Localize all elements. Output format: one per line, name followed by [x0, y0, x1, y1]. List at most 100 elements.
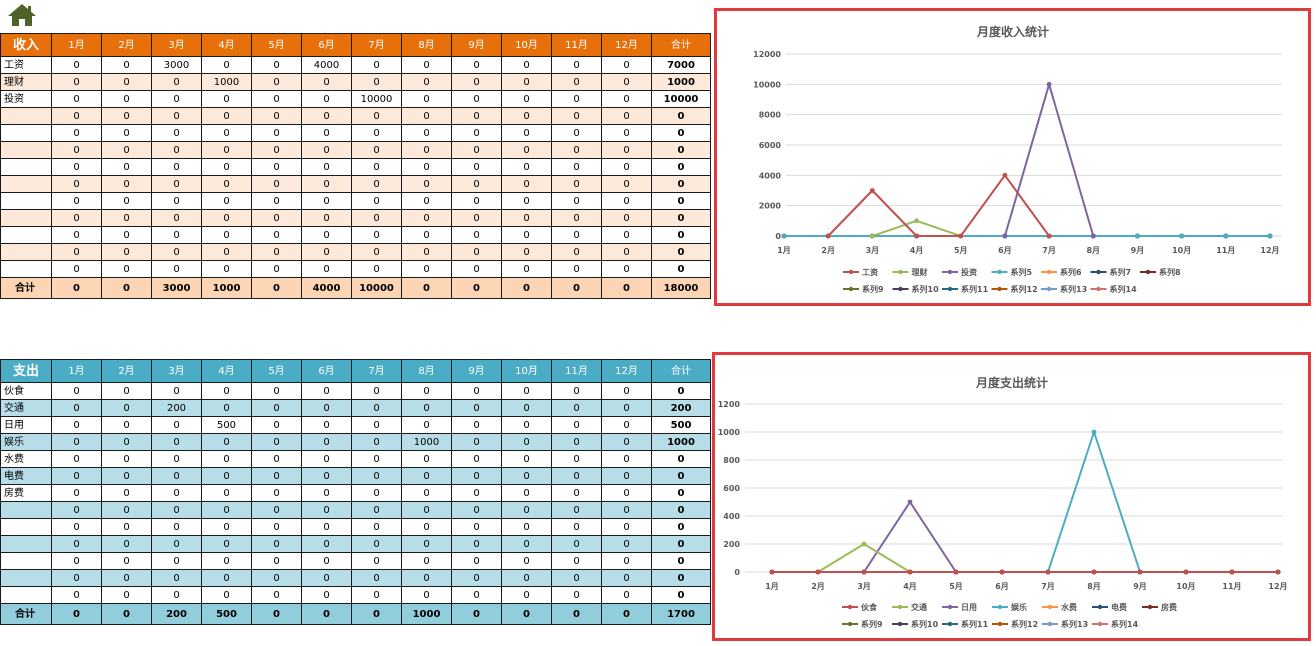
- value-cell[interactable]: 0: [551, 501, 602, 519]
- value-cell[interactable]: 0: [101, 192, 152, 210]
- legend-item[interactable]: 系列13: [1041, 284, 1087, 294]
- data-point[interactable]: [1091, 569, 1097, 575]
- row-label-cell[interactable]: 娱乐: [0, 433, 52, 451]
- value-cell[interactable]: 0: [101, 416, 152, 434]
- value-cell[interactable]: 0: [401, 552, 452, 570]
- row-label-cell[interactable]: [0, 569, 52, 587]
- value-cell[interactable]: 0: [501, 158, 552, 176]
- row-label-cell[interactable]: [0, 124, 52, 142]
- value-cell[interactable]: 0: [51, 569, 102, 587]
- series-line-工资[interactable]: [827, 174, 1050, 237]
- value-cell[interactable]: 0: [301, 107, 352, 125]
- value-cell[interactable]: 0: [401, 484, 452, 502]
- value-cell[interactable]: 0: [451, 158, 502, 176]
- data-point[interactable]: [1046, 81, 1052, 87]
- value-cell[interactable]: 0: [451, 399, 502, 417]
- grand-total-cell[interactable]: 1700: [651, 603, 711, 625]
- value-cell[interactable]: 0: [101, 467, 152, 485]
- value-cell[interactable]: 0: [201, 433, 252, 451]
- value-cell[interactable]: 0: [551, 192, 602, 210]
- value-cell[interactable]: 0: [451, 501, 502, 519]
- row-label-cell[interactable]: [0, 209, 52, 227]
- value-cell[interactable]: 0: [451, 243, 502, 261]
- row-label-cell[interactable]: [0, 552, 52, 570]
- value-cell[interactable]: 0: [151, 416, 202, 434]
- data-point[interactable]: [869, 188, 875, 193]
- value-cell[interactable]: 0: [601, 569, 652, 587]
- sum-value-cell[interactable]: 0: [551, 277, 602, 299]
- value-cell[interactable]: 0: [151, 450, 202, 468]
- value-cell[interactable]: 0: [51, 552, 102, 570]
- value-cell[interactable]: 0: [101, 382, 152, 400]
- legend-item[interactable]: 系列11: [942, 284, 989, 294]
- data-point[interactable]: [1135, 233, 1140, 239]
- value-cell[interactable]: 0: [601, 586, 652, 604]
- value-cell[interactable]: 0: [401, 586, 452, 604]
- value-cell[interactable]: 0: [201, 535, 252, 553]
- row-label-cell[interactable]: 电费: [0, 467, 52, 485]
- value-cell[interactable]: 0: [301, 433, 352, 451]
- row-label-cell[interactable]: [0, 260, 52, 278]
- value-cell[interactable]: 0: [351, 535, 402, 553]
- value-cell[interactable]: 0: [51, 124, 102, 142]
- value-cell[interactable]: 0: [601, 433, 652, 451]
- value-cell[interactable]: 0: [401, 518, 452, 536]
- value-cell[interactable]: 1000: [201, 73, 252, 91]
- value-cell[interactable]: 0: [351, 73, 402, 91]
- value-cell[interactable]: 0: [51, 158, 102, 176]
- value-cell[interactable]: 0: [551, 399, 602, 417]
- data-point[interactable]: [815, 569, 821, 575]
- value-cell[interactable]: 0: [501, 467, 552, 485]
- value-cell[interactable]: 0: [251, 192, 302, 210]
- value-cell[interactable]: 0: [551, 73, 602, 91]
- value-cell[interactable]: 0: [51, 209, 102, 227]
- row-label-cell[interactable]: [0, 175, 52, 193]
- row-label-cell[interactable]: [0, 141, 52, 159]
- value-cell[interactable]: 0: [451, 175, 502, 193]
- value-cell[interactable]: 0: [401, 569, 452, 587]
- sum-value-cell[interactable]: 200: [151, 603, 202, 625]
- value-cell[interactable]: 0: [501, 209, 552, 227]
- value-cell[interactable]: 0: [51, 90, 102, 108]
- value-cell[interactable]: 0: [201, 569, 252, 587]
- value-cell[interactable]: 0: [501, 450, 552, 468]
- data-point[interactable]: [1045, 569, 1051, 575]
- row-total-cell[interactable]: 0: [651, 467, 711, 485]
- value-cell[interactable]: 0: [501, 586, 552, 604]
- value-cell[interactable]: 0: [601, 552, 652, 570]
- value-cell[interactable]: 0: [451, 107, 502, 125]
- value-cell[interactable]: 0: [401, 501, 452, 519]
- income-chart[interactable]: 月度收入统计 0 2000 4000 6000 8000 10000 12000 1月 2月 3月 4…: [714, 8, 1311, 306]
- value-cell[interactable]: 0: [251, 56, 302, 74]
- row-total-cell[interactable]: 1000: [651, 73, 711, 91]
- value-cell[interactable]: 0: [351, 484, 402, 502]
- value-cell[interactable]: 0: [151, 382, 202, 400]
- expense-corner-header[interactable]: 支出: [0, 359, 52, 383]
- value-cell[interactable]: 0: [101, 226, 152, 244]
- sum-value-cell[interactable]: 10000: [351, 277, 402, 299]
- value-cell[interactable]: 0: [201, 56, 252, 74]
- value-cell[interactable]: 0: [101, 569, 152, 587]
- value-cell[interactable]: 0: [51, 467, 102, 485]
- value-cell[interactable]: 0: [451, 141, 502, 159]
- row-label-cell[interactable]: [0, 586, 52, 604]
- data-point[interactable]: [825, 233, 831, 239]
- value-cell[interactable]: 0: [251, 569, 302, 587]
- month-header[interactable]: 6月: [301, 359, 352, 383]
- value-cell[interactable]: 0: [151, 158, 202, 176]
- value-cell[interactable]: 0: [51, 73, 102, 91]
- value-cell[interactable]: 0: [201, 226, 252, 244]
- legend-item[interactable]: 系列7: [1090, 267, 1132, 277]
- legend-item[interactable]: 水费: [1042, 602, 1077, 612]
- value-cell[interactable]: 0: [301, 209, 352, 227]
- value-cell[interactable]: 0: [401, 467, 452, 485]
- row-total-cell[interactable]: 0: [651, 141, 711, 159]
- data-point[interactable]: [914, 233, 919, 239]
- value-cell[interactable]: 0: [151, 209, 202, 227]
- row-total-cell[interactable]: 0: [651, 226, 711, 244]
- value-cell[interactable]: 0: [101, 209, 152, 227]
- row-total-cell[interactable]: 200: [651, 399, 711, 417]
- value-cell[interactable]: 0: [251, 382, 302, 400]
- value-cell[interactable]: 0: [51, 226, 102, 244]
- row-label-cell[interactable]: 房费: [0, 484, 52, 502]
